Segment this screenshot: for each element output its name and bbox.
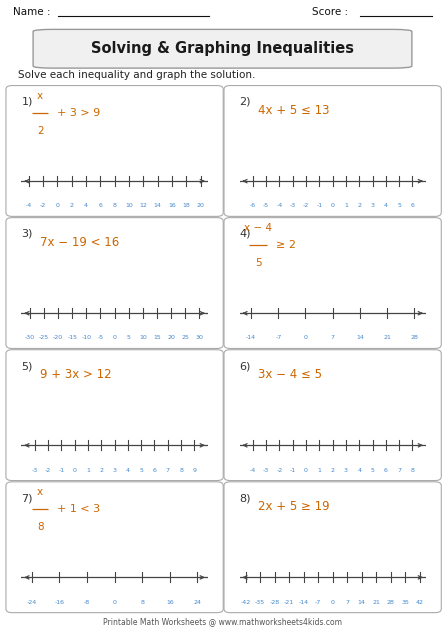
FancyBboxPatch shape (224, 218, 441, 348)
FancyBboxPatch shape (224, 350, 441, 481)
FancyBboxPatch shape (6, 350, 223, 481)
Text: + 1 < 3: + 1 < 3 (57, 504, 100, 515)
FancyBboxPatch shape (6, 218, 223, 348)
Text: 2: 2 (37, 126, 44, 136)
Text: Solve each inequality and graph the solution.: Solve each inequality and graph the solu… (17, 70, 255, 81)
FancyBboxPatch shape (224, 86, 441, 216)
Text: 8): 8) (239, 493, 251, 503)
FancyBboxPatch shape (224, 482, 441, 613)
Text: 8: 8 (37, 522, 44, 532)
Text: 5: 5 (255, 258, 262, 268)
Text: 4): 4) (239, 229, 251, 239)
Text: 3): 3) (21, 229, 33, 239)
Text: x: x (37, 91, 43, 101)
Text: 7): 7) (21, 493, 33, 503)
Text: 5): 5) (21, 361, 33, 371)
Text: Solving & Graphing Inequalities: Solving & Graphing Inequalities (91, 42, 354, 56)
Text: x: x (37, 487, 43, 497)
Text: Printable Math Worksheets @ www.mathworksheets4kids.com: Printable Math Worksheets @ www.mathwork… (103, 616, 342, 626)
FancyBboxPatch shape (6, 482, 223, 613)
Text: + 3 > 9: + 3 > 9 (57, 108, 100, 118)
Text: 9 + 3x > 12: 9 + 3x > 12 (40, 369, 112, 381)
FancyBboxPatch shape (6, 86, 223, 216)
Text: 2x + 5 ≥ 19: 2x + 5 ≥ 19 (258, 501, 330, 513)
Text: 3x − 4 ≤ 5: 3x − 4 ≤ 5 (258, 369, 322, 381)
Text: 4x + 5 ≤ 13: 4x + 5 ≤ 13 (258, 104, 330, 117)
Text: 7x − 19 < 16: 7x − 19 < 16 (40, 237, 119, 249)
FancyBboxPatch shape (33, 30, 412, 68)
Text: x − 4: x − 4 (244, 223, 272, 233)
Text: 6): 6) (239, 361, 251, 371)
Text: ≥ 2: ≥ 2 (276, 240, 296, 250)
Text: Name :: Name : (13, 8, 51, 17)
Text: Score :: Score : (312, 8, 348, 17)
Text: 1): 1) (21, 97, 33, 107)
Text: 2): 2) (239, 97, 251, 107)
